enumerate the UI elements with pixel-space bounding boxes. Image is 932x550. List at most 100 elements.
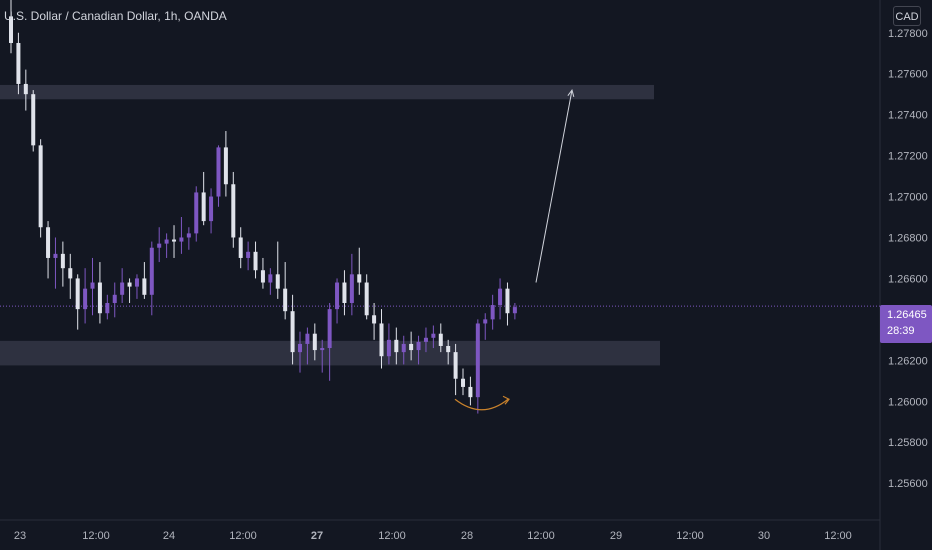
candle[interactable] [290, 294, 295, 365]
candle[interactable] [416, 335, 421, 365]
candle[interactable] [268, 268, 273, 295]
candle[interactable] [297, 331, 302, 373]
candle[interactable] [461, 368, 466, 396]
candle-body [364, 282, 369, 316]
candle[interactable] [423, 327, 428, 353]
candle[interactable] [379, 309, 384, 369]
candle[interactable] [409, 331, 414, 361]
candle[interactable] [512, 302, 517, 320]
candle[interactable] [149, 241, 154, 316]
candle[interactable] [342, 270, 347, 316]
candle[interactable] [75, 274, 80, 330]
candle[interactable] [120, 268, 125, 303]
price-zone-1[interactable] [0, 84, 654, 100]
symbol-title: U.S. Dollar / Canadian Dollar, 1h, OANDA [4, 9, 227, 23]
price-tick-label: 1.26800 [888, 232, 928, 244]
candle[interactable] [260, 257, 265, 289]
candle-body [505, 288, 510, 314]
currency-button[interactable]: CAD [893, 6, 921, 26]
candle[interactable] [201, 171, 206, 226]
candle-body [268, 274, 273, 283]
candle[interactable] [305, 327, 310, 365]
time-axis[interactable]: 23 12:00 24 12:00 27 12:00 28 12:00 29 12:00 30 12:… [14, 530, 852, 542]
candle[interactable] [16, 32, 21, 95]
candle[interactable] [238, 227, 243, 269]
candle[interactable] [431, 325, 436, 349]
time-tick-label: 12:00 [82, 530, 110, 542]
candle-body [372, 315, 377, 324]
candle[interactable] [112, 282, 117, 318]
candle[interactable] [453, 343, 458, 396]
candle[interactable] [320, 339, 325, 373]
candles-layer [9, 0, 517, 414]
candle[interactable] [164, 233, 169, 258]
candle[interactable] [327, 302, 332, 381]
candle[interactable] [490, 294, 495, 330]
candle[interactable] [372, 302, 377, 340]
candle[interactable] [483, 313, 488, 340]
curved-arrow[interactable] [454, 398, 509, 411]
candle[interactable] [157, 227, 162, 263]
candle[interactable] [105, 294, 110, 320]
candle-body [149, 247, 154, 295]
candle[interactable] [223, 131, 228, 197]
candle[interactable] [216, 145, 221, 207]
candle[interactable] [46, 221, 51, 279]
candle[interactable] [401, 335, 406, 365]
candle[interactable] [438, 323, 443, 353]
candle[interactable] [60, 241, 65, 287]
candle[interactable] [134, 274, 139, 299]
candle[interactable] [394, 327, 399, 365]
candle[interactable] [349, 253, 354, 316]
candle-body [386, 339, 391, 357]
candle[interactable] [335, 278, 340, 324]
candle[interactable] [364, 274, 369, 320]
candle-body [31, 94, 36, 146]
price-tick-label: 1.26600 [888, 273, 928, 285]
candle[interactable] [90, 257, 95, 316]
candle[interactable] [23, 69, 28, 111]
candle[interactable] [498, 278, 503, 320]
projection-arrow[interactable] [535, 89, 573, 283]
candle[interactable] [68, 253, 73, 299]
candle[interactable] [9, 0, 13, 54]
candle[interactable] [179, 217, 184, 254]
candle[interactable] [312, 323, 317, 361]
price-tick-label: 1.27800 [888, 28, 928, 40]
candle[interactable] [97, 262, 102, 324]
candle[interactable] [253, 241, 258, 279]
candle[interactable] [142, 262, 147, 299]
candle[interactable] [275, 241, 280, 299]
candle[interactable] [283, 262, 288, 320]
candle[interactable] [246, 241, 251, 271]
candle-body [327, 309, 332, 349]
candle[interactable] [209, 188, 214, 234]
candle[interactable] [83, 268, 88, 324]
price-tick-label: 1.25800 [888, 437, 928, 449]
candle[interactable] [194, 186, 199, 242]
price-tick-label: 1.27000 [888, 192, 928, 204]
candle[interactable] [186, 227, 191, 250]
last-price-value: 1.26465 [887, 309, 927, 321]
candle[interactable] [446, 339, 451, 365]
candle[interactable] [31, 90, 36, 152]
candle[interactable] [231, 171, 236, 248]
time-tick-label: 24 [163, 530, 175, 542]
candle-body [90, 282, 95, 289]
candle-body [209, 196, 214, 222]
candle[interactable] [386, 323, 391, 365]
candle-body [275, 274, 280, 289]
candle[interactable] [127, 278, 132, 303]
drawings-layer[interactable] [454, 88, 575, 411]
candle[interactable] [468, 376, 473, 406]
candle[interactable] [172, 225, 177, 258]
candle[interactable] [505, 282, 510, 326]
candle[interactable] [38, 139, 43, 238]
candle[interactable] [475, 319, 480, 414]
candle-body [438, 333, 443, 346]
price-axis[interactable]: 1.27800 1.27600 1.27400 1.27200 1.27000 1.268… [888, 28, 928, 490]
candle[interactable] [53, 237, 58, 289]
candle[interactable] [357, 247, 362, 295]
candle-body [379, 323, 384, 357]
